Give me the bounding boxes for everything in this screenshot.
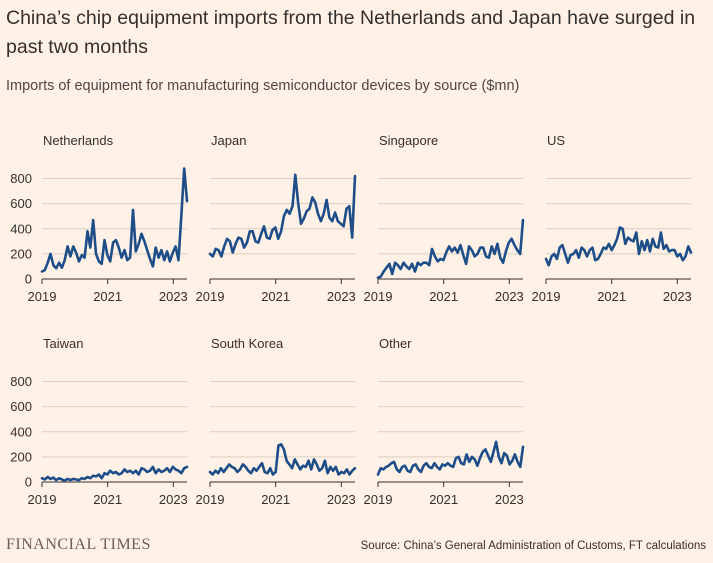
x-tick-label: 2021: [597, 289, 626, 304]
panel-title-netherlands: Netherlands: [43, 133, 114, 148]
series-line-south-korea: [208, 442, 357, 476]
y-tick-label: 400: [10, 424, 32, 439]
chart-title: China’s chip equipment imports from the …: [6, 7, 696, 58]
series-line-singapore: [376, 218, 525, 280]
x-tick-label: 2021: [93, 289, 122, 304]
x-tick-label: 2019: [364, 492, 393, 507]
series-line-japan: [208, 173, 357, 258]
y-tick-label: 200: [10, 449, 32, 464]
panel-title-us: US: [547, 133, 565, 148]
series-line-us: [544, 226, 693, 267]
y-tick-label: 0: [25, 475, 32, 490]
y-tick-label: 0: [25, 272, 32, 287]
series-line-netherlands: [40, 167, 189, 273]
x-tick-label: 2021: [261, 492, 290, 507]
x-tick-label: 2023: [327, 492, 356, 507]
x-tick-label: 2021: [429, 289, 458, 304]
x-tick-label: 2021: [261, 289, 290, 304]
x-tick-label: 2021: [429, 492, 458, 507]
chart-subtitle: Imports of equipment for manufacturing s…: [6, 78, 520, 94]
panel-title-taiwan: Taiwan: [43, 336, 83, 351]
series-line-taiwan: [40, 465, 189, 483]
x-tick-label: 2019: [532, 289, 561, 304]
y-tick-label: 800: [10, 374, 32, 389]
x-tick-label: 2023: [495, 492, 524, 507]
y-tick-label: 600: [10, 399, 32, 414]
x-tick-label: 2019: [196, 492, 225, 507]
x-tick-label: 2019: [28, 289, 57, 304]
x-tick-label: 2023: [495, 289, 524, 304]
ft-logo: FINANCIAL TIMES: [6, 536, 151, 553]
panel-title-japan: Japan: [211, 133, 246, 148]
y-tick-label: 600: [10, 196, 32, 211]
x-tick-label: 2023: [159, 492, 188, 507]
x-tick-label: 2021: [93, 492, 122, 507]
x-tick-label: 2023: [663, 289, 692, 304]
y-tick-label: 400: [10, 221, 32, 236]
x-tick-label: 2019: [196, 289, 225, 304]
y-tick-label: 800: [10, 171, 32, 186]
x-tick-label: 2019: [28, 492, 57, 507]
x-tick-label: 2019: [364, 289, 393, 304]
panel-title-other: Other: [379, 336, 412, 351]
x-tick-label: 2023: [159, 289, 188, 304]
series-line-other: [376, 440, 525, 476]
panel-title-south-korea: South Korea: [211, 336, 284, 351]
source-note: Source: China’s General Administration o…: [360, 540, 706, 552]
y-tick-label: 200: [10, 246, 32, 261]
x-tick-label: 2023: [327, 289, 356, 304]
panel-title-singapore: Singapore: [379, 133, 438, 148]
